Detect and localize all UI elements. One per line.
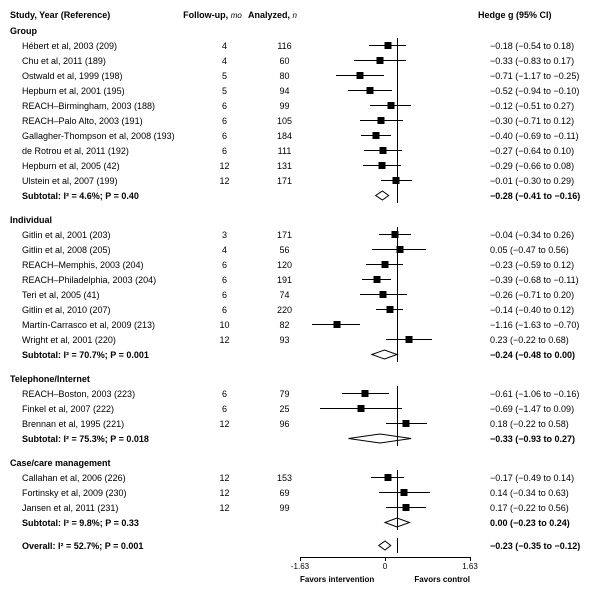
x-axis: -1.6301.63 Favors intervention Favors co…: [300, 557, 470, 587]
study-row: Callahan et al, 2006 (226)12153−0.17 (−0…: [10, 470, 585, 485]
study-row: Wright et al, 2001 (220)12930.23 (−0.22 …: [10, 332, 585, 347]
study-row: Teri et al, 2005 (41)674−0.26 (−0.71 to …: [10, 287, 585, 302]
subtotal-row: Subtotal: I² = 4.6%; P = 0.40−0.28 (−0.4…: [10, 188, 585, 203]
header-ci: Hedge g (95% CI): [470, 10, 585, 20]
section-title: Individual: [10, 215, 585, 225]
study-row: Ulstein et al, 2007 (199)12171−0.01 (−0.…: [10, 173, 585, 188]
header-n: Analyzed, n: [245, 10, 300, 20]
section-title: Group: [10, 26, 585, 36]
subtotal-row: Overall: I² = 52.7%; P = 0.001−0.23 (−0.…: [10, 538, 585, 553]
study-row: Brennan et al, 1995 (221)12960.18 (−0.22…: [10, 416, 585, 431]
study-row: Hepburn et al, 2001 (195)594−0.52 (−0.94…: [10, 83, 585, 98]
study-row: Ostwald et al, 1999 (198)580−0.71 (−1.17…: [10, 68, 585, 83]
axis-label-left: Favors intervention: [300, 575, 374, 584]
study-row: Chu et al, 2011 (189)460−0.33 (−0.83 to …: [10, 53, 585, 68]
study-row: REACH–Boston, 2003 (223)679−0.61 (−1.06 …: [10, 386, 585, 401]
study-row: REACH–Birmingham, 2003 (188)699−0.12 (−0…: [10, 98, 585, 113]
column-headers: Study, Year (Reference) Follow-up, mo An…: [10, 10, 585, 20]
subtotal-row: Subtotal: I² = 70.7%; P = 0.001−0.24 (−0…: [10, 347, 585, 362]
study-row: REACH–Philadelphia, 2003 (204)6191−0.39 …: [10, 272, 585, 287]
study-row: Hepburn et al, 2005 (42)12131−0.29 (−0.6…: [10, 158, 585, 173]
subtotal-row: Subtotal: I² = 9.8%; P = 0.330.00 (−0.23…: [10, 515, 585, 530]
study-row: Gitlin et al, 2008 (205)4560.05 (−0.47 t…: [10, 242, 585, 257]
study-row: REACH–Palo Alto, 2003 (191)6105−0.30 (−0…: [10, 113, 585, 128]
study-row: Finkel et al, 2007 (222)625−0.69 (−1.47 …: [10, 401, 585, 416]
header-plot: [300, 10, 470, 20]
section-title: Telephone/Internet: [10, 374, 585, 384]
header-study: Study, Year (Reference): [10, 10, 180, 20]
study-row: Gitlin et al, 2001 (203)3171−0.04 (−0.34…: [10, 227, 585, 242]
subtotal-row: Subtotal: I² = 75.3%; P = 0.018−0.33 (−0…: [10, 431, 585, 446]
header-followup: Follow-up, mo: [180, 10, 245, 20]
study-row: Gallagher-Thompson et al, 2008 (193)6184…: [10, 128, 585, 143]
study-row: Gitlin et al, 2010 (207)6220−0.14 (−0.40…: [10, 302, 585, 317]
forest-plot-body: Group Hébert et al, 2003 (209)4116−0.18 (…: [10, 26, 585, 553]
study-row: REACH–Memphis, 2003 (204)6120−0.23 (−0.5…: [10, 257, 585, 272]
section-title: Case/care management: [10, 458, 585, 468]
study-row: Jansen et al, 2011 (231)12990.17 (−0.22 …: [10, 500, 585, 515]
study-row: Hébert et al, 2003 (209)4116−0.18 (−0.54…: [10, 38, 585, 53]
study-row: Martín-Carrasco et al, 2009 (213)1082−1.…: [10, 317, 585, 332]
study-row: Fortinsky et al, 2009 (230)12690.14 (−0.…: [10, 485, 585, 500]
axis-label-right: Favors control: [414, 575, 470, 584]
study-row: de Rotrou et al, 2011 (192)6111−0.27 (−0…: [10, 143, 585, 158]
